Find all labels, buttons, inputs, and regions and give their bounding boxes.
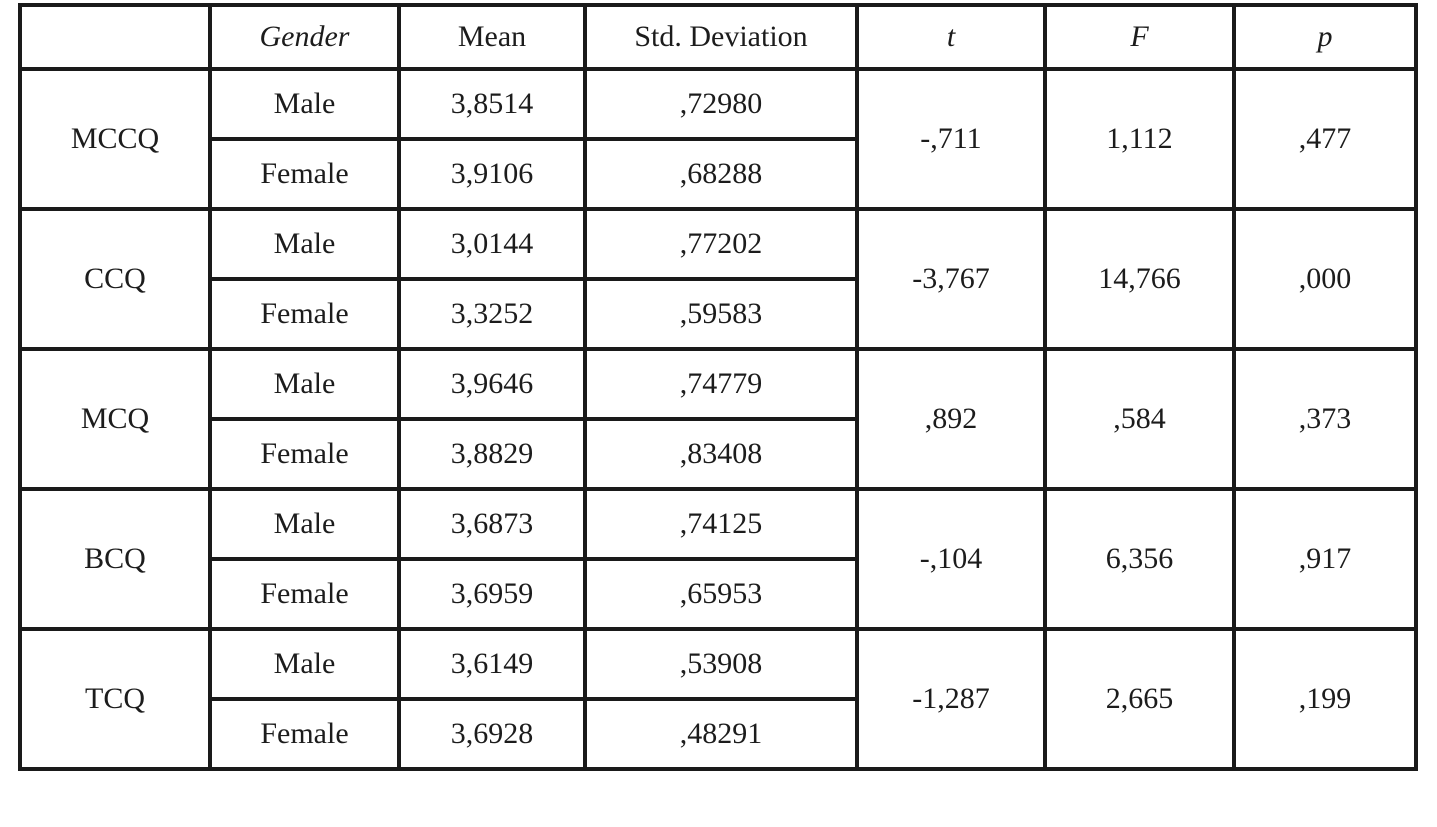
tcq-p-value: ,199 <box>1232 627 1418 771</box>
table-row: MCCQ Male 3,8514 ,72980 -,711 1,112 ,477 <box>18 67 1418 211</box>
table-container: Gender Mean Std. Deviation t F p MCCQ Ma… <box>18 3 1418 771</box>
gender-female-label: Female <box>208 417 401 491</box>
bcq-male-mean: 3,6873 <box>397 487 587 561</box>
tcq-male-std: ,53908 <box>583 627 859 701</box>
mcq-female-mean: 3,8829 <box>397 417 587 491</box>
mccq-female-std: ,68288 <box>583 137 859 211</box>
gender-female-label: Female <box>208 137 401 211</box>
mccq-female-mean: 3,9106 <box>397 137 587 211</box>
mcq-t-value: ,892 <box>855 347 1047 491</box>
bcq-female-std: ,65953 <box>583 557 859 631</box>
table-row: CCQ Male 3,0144 ,77202 -3,767 14,766 ,00… <box>18 207 1418 351</box>
ccq-f-value: 14,766 <box>1043 207 1236 351</box>
gender-female-label: Female <box>208 557 401 631</box>
table-row: Female 3,8829 ,83408 <box>20 417 1416 491</box>
mcq-male-mean: 3,9646 <box>397 347 587 421</box>
bcq-p-value: ,917 <box>1232 487 1418 631</box>
table-row: Female 3,6959 ,65953 <box>20 557 1416 631</box>
mccq-f-value: 1,112 <box>1043 67 1236 211</box>
gender-female-label: Female <box>208 277 401 351</box>
row-label-mccq: MCCQ <box>18 67 212 211</box>
row-label-bcq: BCQ <box>18 487 212 631</box>
bcq-f-value: 6,356 <box>1043 487 1236 631</box>
ccq-male-std: ,77202 <box>583 207 859 281</box>
mcq-female-std: ,83408 <box>583 417 859 491</box>
bcq-male-std: ,74125 <box>583 487 859 561</box>
ccq-female-std: ,59583 <box>583 277 859 351</box>
mcq-p-value: ,373 <box>1232 347 1418 491</box>
tcq-female-std: ,48291 <box>583 697 859 771</box>
tcq-female-mean: 3,6928 <box>397 697 587 771</box>
gender-male-label: Male <box>208 487 401 561</box>
row-label-tcq: TCQ <box>18 627 212 771</box>
statistics-table: Gender Mean Std. Deviation t F p MCCQ Ma… <box>18 3 1418 771</box>
row-label-mcq: MCQ <box>18 347 212 491</box>
table-row: MCQ Male 3,9646 ,74779 ,892 ,584 ,373 <box>18 347 1418 491</box>
tcq-male-mean: 3,6149 <box>397 627 587 701</box>
gender-female-label: Female <box>208 697 401 771</box>
bcq-female-mean: 3,6959 <box>397 557 587 631</box>
header-mean: Mean <box>397 3 587 71</box>
mccq-male-mean: 3,8514 <box>397 67 587 141</box>
tcq-f-value: 2,665 <box>1043 627 1236 771</box>
gender-male-label: Male <box>208 207 401 281</box>
ccq-p-value-significant: ,000 <box>1232 207 1418 351</box>
header-std-deviation: Std. Deviation <box>583 3 859 71</box>
table-header: Gender Mean Std. Deviation t F p <box>18 3 1418 71</box>
table-row: Female 3,6928 ,48291 <box>20 697 1416 771</box>
table-row: TCQ Male 3,6149 ,53908 -1,287 2,665 ,199 <box>18 627 1418 771</box>
header-t: t <box>855 3 1047 71</box>
table-row: Female 3,3252 ,59583 <box>20 277 1416 351</box>
table-body: MCCQ Male 3,8514 ,72980 -,711 1,112 ,477… <box>18 67 1418 771</box>
ccq-male-mean: 3,0144 <box>397 207 587 281</box>
header-p: p <box>1232 3 1418 71</box>
mccq-p-value: ,477 <box>1232 67 1418 211</box>
table-row: BCQ Male 3,6873 ,74125 -,104 6,356 ,917 <box>18 487 1418 631</box>
mccq-male-std: ,72980 <box>583 67 859 141</box>
header-f: F <box>1043 3 1236 71</box>
gender-male-label: Male <box>208 347 401 421</box>
ccq-female-mean: 3,3252 <box>397 277 587 351</box>
header-gender: Gender <box>208 3 401 71</box>
row-label-ccq: CCQ <box>18 207 212 351</box>
bcq-t-value: -,104 <box>855 487 1047 631</box>
header-row: Gender Mean Std. Deviation t F p <box>18 3 1418 71</box>
gender-male-label: Male <box>208 627 401 701</box>
header-blank <box>18 3 212 71</box>
mcq-f-value: ,584 <box>1043 347 1236 491</box>
mccq-t-value: -,711 <box>855 67 1047 211</box>
table-row: Female 3,9106 ,68288 <box>20 137 1416 211</box>
gender-male-label: Male <box>208 67 401 141</box>
tcq-t-value: -1,287 <box>855 627 1047 771</box>
mcq-male-std: ,74779 <box>583 347 859 421</box>
ccq-t-value: -3,767 <box>855 207 1047 351</box>
